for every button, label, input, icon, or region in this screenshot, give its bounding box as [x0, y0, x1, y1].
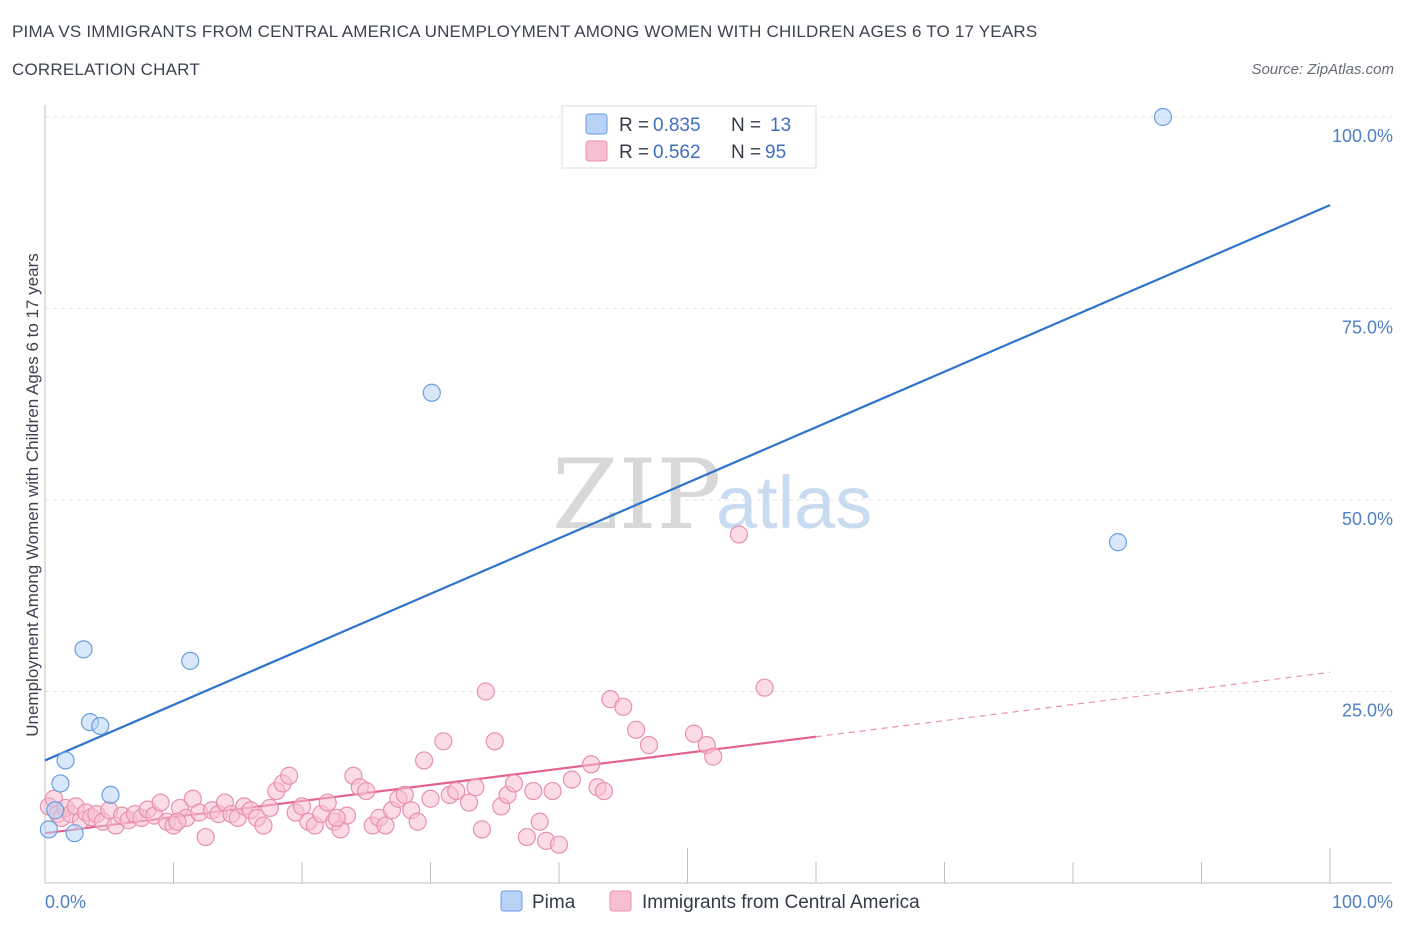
immigrants-point-91: [729, 525, 749, 544]
chart-title: PIMA VS IMMIGRANTS FROM CENTRAL AMERICA …: [12, 22, 1038, 41]
legend-imm-n-label: N =: [731, 142, 761, 163]
immigrants-point-88: [684, 724, 704, 743]
immigrants-point-69: [476, 682, 495, 701]
pima-point-0: [39, 820, 58, 839]
immigrants-point-46: [318, 793, 337, 812]
tick-labels: 25.0% 50.0% 75.0% 100.0% 0.0% 100.0%: [45, 126, 1393, 912]
pima-point-9: [181, 651, 200, 670]
y-tick-label-0: 25.0%: [1342, 701, 1393, 721]
immigrants-point-67: [466, 778, 485, 797]
legend-imm-n-value: 95: [765, 142, 786, 163]
immigrants-point-75: [524, 781, 543, 801]
immigrants-point-66: [459, 793, 479, 812]
immigrants-point-70: [485, 732, 504, 751]
immigrants-point-42: [292, 797, 312, 816]
pima-point-7: [91, 716, 110, 736]
immigrants-point-65: [447, 781, 466, 801]
immigrants-point-63: [434, 732, 453, 751]
immigrants-point-93: [168, 812, 187, 831]
immigrants-point-86: [626, 720, 646, 739]
pima-point-4: [65, 824, 84, 843]
immigrants-point-27: [196, 827, 215, 847]
legend-swatch-immigrants: [585, 140, 608, 162]
source-credit: Source: ZipAtlas.com: [1251, 61, 1394, 78]
x-tick-label-1: 100.0%: [1332, 892, 1393, 912]
immigrants-point-36: [254, 816, 273, 835]
chart-subtitle: CORRELATION CHART: [12, 60, 200, 79]
immigrants-point-55: [376, 816, 395, 835]
immigrants-point-92: [755, 678, 774, 697]
y-tick-label-2: 75.0%: [1342, 318, 1393, 338]
immigrants-point-83: [594, 781, 614, 801]
legend-imm-r-label: R =: [619, 142, 649, 163]
x-tick-label-0: 0.0%: [45, 892, 86, 912]
pima-point-3: [56, 751, 75, 770]
watermark: ZIP atlas: [552, 439, 872, 551]
immigrants-point-58: [395, 785, 414, 805]
bottom-legend-swatch-immigrants: [609, 890, 632, 912]
legend-pima-r-label: R =: [619, 115, 649, 136]
immigrants-point-62: [421, 789, 440, 808]
immigrants-point-52: [357, 781, 376, 801]
immigrants-point-90: [704, 747, 723, 766]
immigrants-point-80: [562, 770, 581, 789]
legend-pima-r-value: 0.835: [653, 115, 701, 136]
immigrants-point-79: [549, 835, 569, 854]
pima-trend-line: [44, 204, 1331, 762]
immigrants-point-40: [280, 766, 299, 785]
immigrants-point-37: [260, 798, 279, 818]
bottom-legend-swatch-pima: [500, 890, 523, 912]
pima-point-1: [46, 801, 65, 820]
immigrants-point-68: [472, 820, 491, 839]
bottom-legend-immigrants: Immigrants from Central America: [642, 892, 920, 913]
bottom-legend: Pima Immigrants from Central America: [500, 890, 920, 913]
immigrants-point-81: [582, 755, 601, 774]
legend-swatch-pima: [585, 113, 608, 135]
pima-point-5: [74, 640, 93, 659]
bottom-legend-pima: Pima: [532, 892, 576, 913]
grid-lines: [45, 116, 1392, 692]
pima-point-12: [1153, 107, 1173, 127]
legend-imm-r-value: 0.562: [653, 142, 701, 163]
pima-point-11: [1108, 533, 1128, 552]
data-points: [39, 107, 1173, 854]
pima-point-10: [422, 383, 441, 402]
immigrants-point-94: [327, 808, 346, 827]
immigrants-point-85: [614, 697, 633, 716]
immigrants-point-87: [639, 736, 659, 755]
immigrants-point-60: [408, 812, 427, 831]
immigrants-point-78: [543, 781, 562, 801]
legend-pima-n-value: 13: [770, 115, 791, 136]
immigrants-point-74: [517, 827, 536, 847]
immigrants-point-61: [414, 751, 434, 770]
y-tick-label-1: 50.0%: [1342, 509, 1393, 529]
immigrants-point-73: [504, 774, 524, 793]
pima-point-8: [101, 785, 120, 805]
y-axis-label: Unemployment Among Women with Children A…: [23, 253, 42, 737]
top-legend: R = 0.835 N = 13 R = 0.562 N = 95: [561, 105, 817, 169]
pima-point-2: [51, 774, 70, 793]
watermark-zip: ZIP: [552, 439, 721, 551]
y-tick-label-3: 100.0%: [1332, 126, 1393, 146]
axes: [44, 105, 1392, 884]
legend-pima-n-label: N =: [731, 115, 761, 136]
immigrants-trend-line-extension: [815, 671, 1331, 738]
immigrants-point-20: [151, 793, 170, 812]
immigrants-point-76: [530, 812, 549, 831]
